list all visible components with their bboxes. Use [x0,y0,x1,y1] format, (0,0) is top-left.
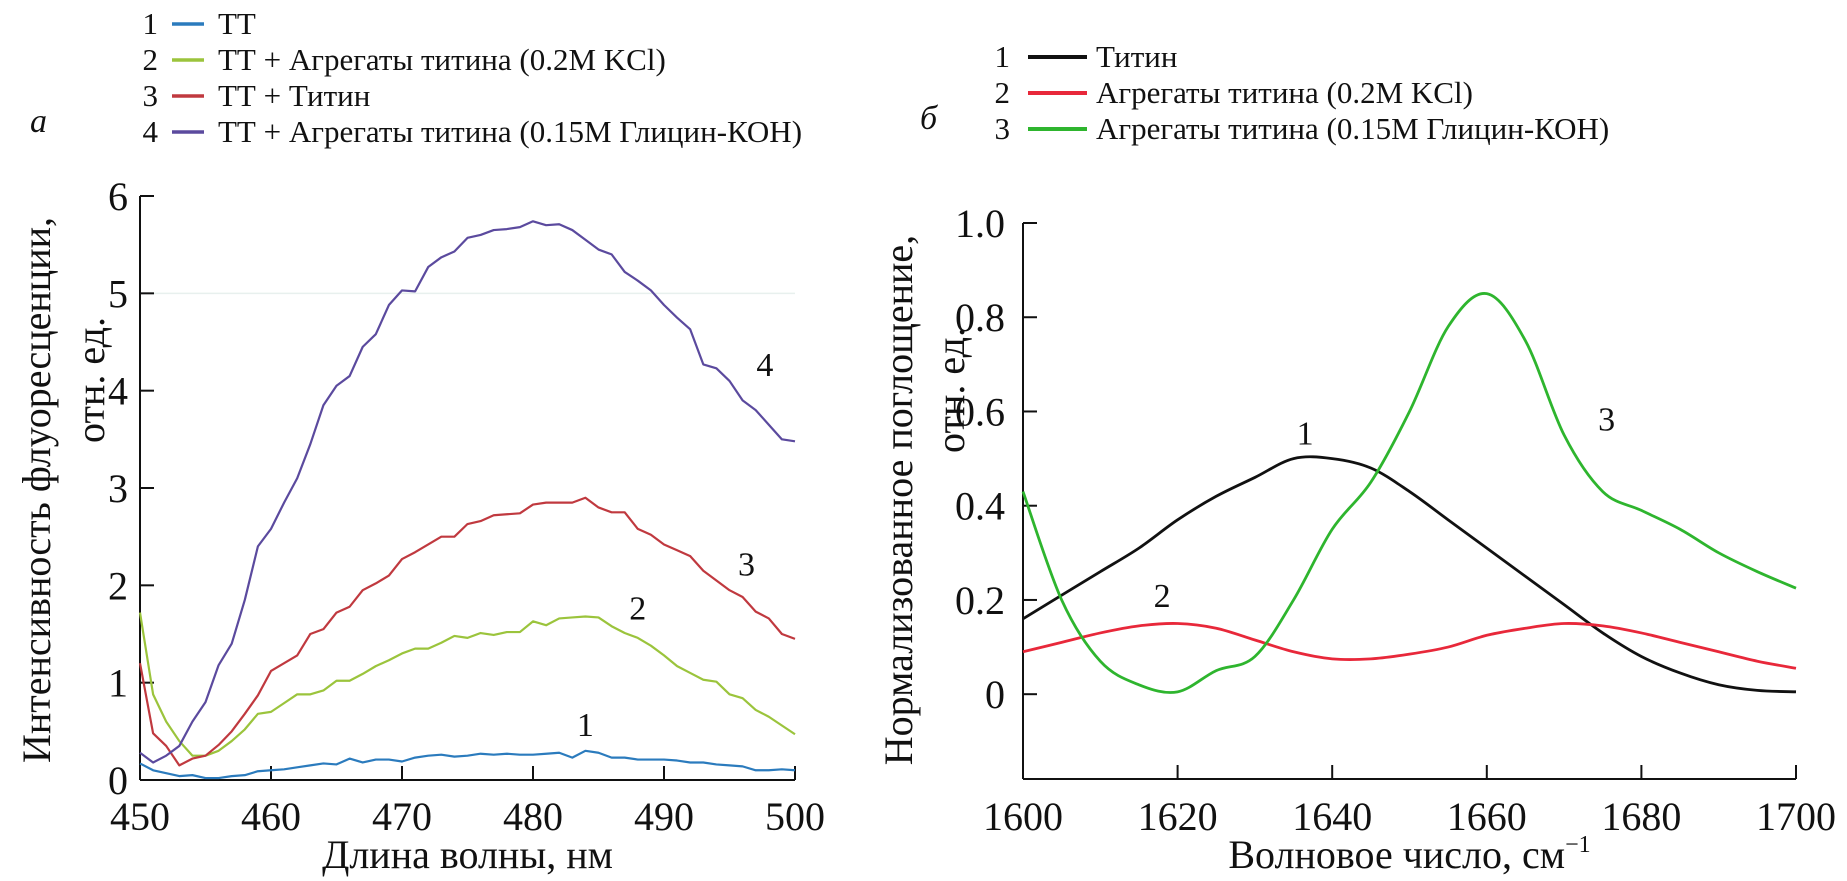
legend-entry: Агрегаты титина (0.15M Глицин-КОН) [1096,111,1609,146]
curve-label-3: 3 [1598,401,1615,438]
legend-entry: ТТ + Титин [218,78,370,113]
legend-entry: ТТ [218,6,256,41]
series-line-3 [1021,292,1797,694]
x-tick-label: 500 [765,794,825,839]
series-line-3 [138,496,796,767]
curve-label-1: 1 [577,707,594,744]
x-tick-label: 1600 [983,794,1063,839]
y-tick-label: 0 [985,672,1005,717]
legend-entry: Агрегаты титина (0.2M KCl) [1096,75,1473,110]
x-axis-title-text: Длина волны, нм [322,832,613,877]
x-axis-title: Длина волны, нм [322,832,613,877]
y-tick-label: 0.6 [955,389,1005,434]
curve-label-4: 4 [756,347,773,384]
panel-a-fluorescence-chart: а 1 ТТ 2 ТТ + Агрегаты титина (0.2M KCl) 3 ТТ … [14,6,825,877]
legend-entry: ТТ + Агрегаты титина (0.15M Глицин-КОН) [218,114,802,149]
curve-label-2: 2 [1154,578,1171,615]
legend-number: 2 [995,75,1011,110]
series-line-1 [1022,455,1797,694]
y-tick-label: 3 [108,466,128,511]
x-tick-label: 1640 [1292,794,1372,839]
legend-number: 3 [995,111,1011,146]
panel-label: б [920,100,939,137]
y-tick-label: 0.2 [955,578,1005,623]
y-tick-label: 5 [108,271,128,316]
x-tick-label: 460 [241,794,301,839]
x-tick-label: 470 [372,794,432,839]
y-axis-title-line1: Нормализованное поглощение, [876,235,921,765]
y-tick-label: 4 [108,369,128,414]
series-line-2 [138,612,796,757]
x-tick-label: 490 [634,794,694,839]
series-line-2 [1022,622,1797,670]
curve-label-2: 2 [629,590,646,627]
curve-label-1: 1 [1297,415,1314,452]
legend-number: 3 [143,78,159,113]
y-axis-title-line2: отн. ед. [68,317,113,443]
curve-label-3: 3 [738,547,755,584]
y-axis-title-line2: отн. ед. [928,327,973,453]
legend-number: 2 [143,42,159,77]
legend-number: 1 [143,6,159,41]
x-tick-label: 1700 [1756,794,1836,839]
x-axis-title-superscript: −1 [1565,832,1591,858]
series-line-4 [139,220,796,764]
y-tick-label: 2 [108,563,128,608]
legend-number: 4 [143,114,159,149]
y-axis-title-line1: Интенсивность флуоресценции, [14,217,59,763]
x-tick-label: 1620 [1138,794,1218,839]
legend-entry: ТТ + Агрегаты титина (0.2M KCl) [218,42,666,77]
x-tick-label: 1660 [1447,794,1527,839]
legend-entry: Титин [1096,39,1177,74]
y-tick-label: 0.4 [955,484,1005,529]
y-tick-label: 0 [108,758,128,803]
x-tick-label: 1680 [1601,794,1681,839]
y-tick-label: 0.8 [955,295,1005,340]
x-tick-label: 480 [503,794,563,839]
x-axis-title: Волновое число, см−1 [1228,832,1590,877]
legend-number: 1 [995,39,1011,74]
y-tick-label: 6 [108,174,128,219]
x-tick-label: 450 [110,794,170,839]
y-tick-label: 1 [108,661,128,706]
x-axis-title-text: Волновое число, см [1228,832,1565,877]
panel-label: а [30,103,47,140]
panel-b-absorbance-chart: б 1 Титин 2 Агрегаты титина (0.2M KCl) 3 Агрег… [876,39,1836,877]
series-line-1 [139,749,796,780]
y-tick-label: 1.0 [955,201,1005,246]
